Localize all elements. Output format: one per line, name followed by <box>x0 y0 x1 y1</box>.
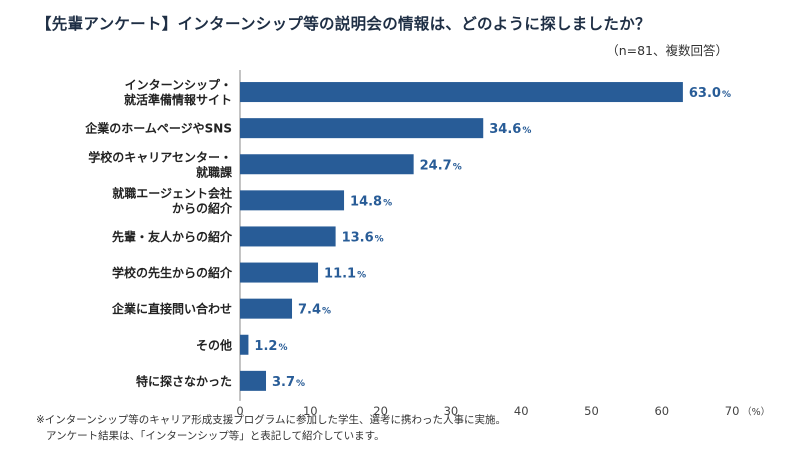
x-tick-label: 10 <box>303 404 318 418</box>
category-label: インターンシップ・ <box>125 77 232 92</box>
category-label: 就職課 <box>196 164 233 179</box>
bar <box>240 262 319 283</box>
category-label: 就活準備情報サイト <box>124 92 232 107</box>
data-label-unit: % <box>357 271 366 281</box>
data-label: 7.4% <box>298 303 331 318</box>
data-label: 1.2% <box>254 339 287 354</box>
footnote-2: アンケート結果は、「インターンシップ等」と表記して紹介しています。 <box>46 430 385 442</box>
category-label: 先輩・友人からの紹介 <box>112 229 233 244</box>
data-label-unit: % <box>322 307 331 317</box>
data-label: 3.7% <box>272 375 305 390</box>
data-label-unit: % <box>383 198 392 208</box>
x-tick-label: 70 <box>725 404 740 418</box>
bar <box>240 370 267 391</box>
chart-subtitle: （n=81、複数回答） <box>606 43 728 58</box>
x-tick-label: 20 <box>373 404 388 418</box>
bar <box>240 118 484 139</box>
category-label: その他 <box>196 337 232 352</box>
data-label-unit: % <box>453 162 462 172</box>
x-tick-label: 0 <box>236 404 243 418</box>
x-tick-label: 60 <box>654 404 669 418</box>
bar <box>240 190 345 211</box>
data-label: 63.0% <box>689 86 731 101</box>
bar <box>240 298 293 319</box>
chart-title: 【先輩アンケート】インターンシップ等の説明会の情報は、どのように探しましたか？ <box>36 15 651 33</box>
data-label-unit: % <box>522 126 531 136</box>
category-label: 学校の先生からの紹介 <box>112 265 233 280</box>
data-label: 34.6% <box>489 122 531 137</box>
x-tick-label: 40 <box>514 404 529 418</box>
data-label-unit: % <box>296 379 305 389</box>
bar <box>240 82 683 103</box>
data-label-unit: % <box>278 343 287 353</box>
category-label: 企業に直接問い合わせ <box>111 301 232 316</box>
x-axis-unit: （%） <box>742 406 770 418</box>
x-tick-label: 50 <box>584 404 599 418</box>
bar <box>240 154 414 175</box>
footnote-1: ※インターンシップ等のキャリア形成支援プログラムに参加した学生、選考に携わった人… <box>36 414 506 426</box>
bar <box>240 334 249 355</box>
data-label-unit: % <box>722 90 731 100</box>
data-label: 14.8% <box>350 194 392 209</box>
data-label: 24.7% <box>420 158 462 173</box>
category-label: 特に探さなかった <box>136 373 232 388</box>
bar <box>240 226 336 247</box>
data-label: 13.6% <box>342 230 384 245</box>
category-label: 企業のホームページやSNS <box>84 121 232 136</box>
category-label: 学校のキャリアセンター・ <box>88 149 232 164</box>
data-label-unit: % <box>375 234 384 244</box>
category-label: 就職エージェント会社 <box>112 185 232 200</box>
data-label: 11.1% <box>324 267 366 282</box>
category-label: からの紹介 <box>172 200 233 215</box>
x-tick-label: 30 <box>444 404 459 418</box>
